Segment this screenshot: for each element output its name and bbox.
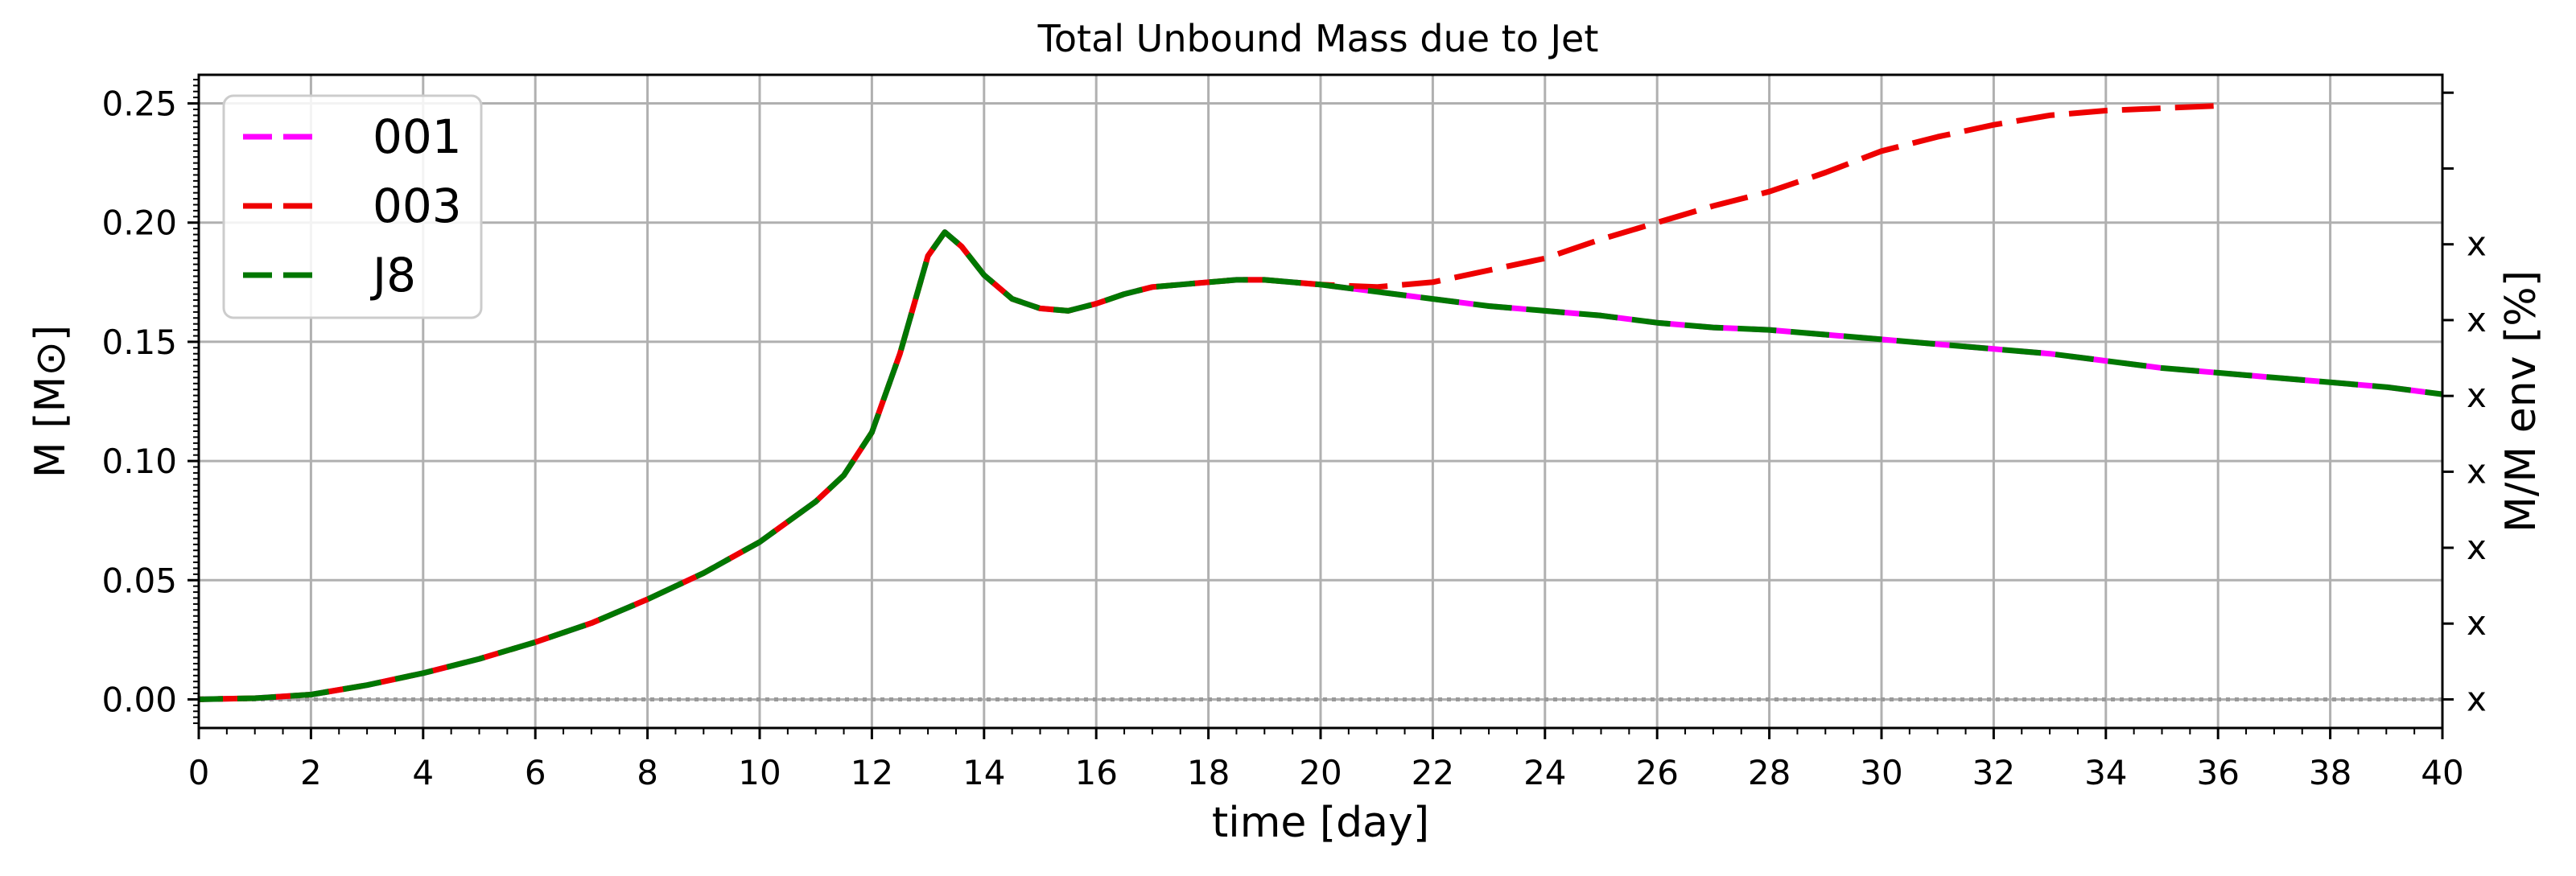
legend-label-003: 003 <box>373 179 462 233</box>
x-tick-label: 0 <box>188 753 210 792</box>
right-tick-label: x <box>2467 224 2487 264</box>
x-tick-label: 2 <box>300 753 322 792</box>
x-tick-label: 40 <box>2421 753 2463 792</box>
right-axis-label: M/M env [%] <box>2497 270 2545 533</box>
x-tick-label: 28 <box>1748 753 1791 792</box>
legend-box <box>222 94 483 319</box>
right-tick-label: x <box>2467 300 2487 339</box>
x-tick-label: 20 <box>1299 753 1342 792</box>
x-tick-label: 16 <box>1074 753 1117 792</box>
x-tick-label: 14 <box>962 753 1005 792</box>
y-tick-label: 0.15 <box>101 323 177 362</box>
minor-ticks <box>193 78 2443 734</box>
series-group <box>198 103 2443 702</box>
x-tick-label: 34 <box>2084 753 2127 792</box>
series-line-J8 <box>198 229 2443 702</box>
x-axis-label: time [day] <box>1212 799 1429 847</box>
legend-label-J8: J8 <box>370 248 416 302</box>
legend: 001 003 J8 <box>222 94 483 319</box>
right-tick-label: x <box>2467 679 2487 718</box>
x-axis-ticks: 0 2 4 6 8 10 12 14 16 18 20 22 24 26 28 30 32 34 36 38 40 <box>188 728 2464 792</box>
y-tick-label: 0.20 <box>101 204 177 243</box>
x-tick-label: 38 <box>2309 753 2351 792</box>
y-axis-label: M [M⊙] <box>27 325 75 478</box>
y-tick-label: 0.05 <box>101 561 177 600</box>
x-tick-label: 12 <box>851 753 893 792</box>
y-tick-label: 0.25 <box>101 84 177 124</box>
y-axis-ticks: 0.00 0.05 0.10 0.15 0.20 0.25 <box>101 84 199 719</box>
legend-label-001: 001 <box>373 109 462 164</box>
y-tick-label: 0.10 <box>101 442 177 481</box>
x-tick-label: 22 <box>1412 753 1454 792</box>
y-tick-label: 0.00 <box>101 680 177 719</box>
right-tick-label: x <box>2467 451 2487 491</box>
right-tick-label: x <box>2467 528 2487 567</box>
legend-items: 001 003 J8 <box>243 109 462 302</box>
x-tick-label: 32 <box>1972 753 2015 792</box>
x-tick-label: 26 <box>1635 753 1678 792</box>
x-tick-label: 18 <box>1187 753 1230 792</box>
x-tick-label: 6 <box>525 753 546 792</box>
chart-title: Total Unbound Mass due to Jet <box>1037 17 1599 60</box>
grid <box>197 75 2444 728</box>
x-tick-label: 4 <box>412 753 434 792</box>
x-tick-label: 30 <box>1860 753 1902 792</box>
x-tick-label: 8 <box>637 753 658 792</box>
x-tick-label: 36 <box>2196 753 2239 792</box>
right-tick-label: x <box>2467 603 2487 643</box>
x-tick-label: 24 <box>1523 753 1566 792</box>
x-tick-label: 10 <box>738 753 781 792</box>
right-tick-label: x <box>2467 376 2487 415</box>
